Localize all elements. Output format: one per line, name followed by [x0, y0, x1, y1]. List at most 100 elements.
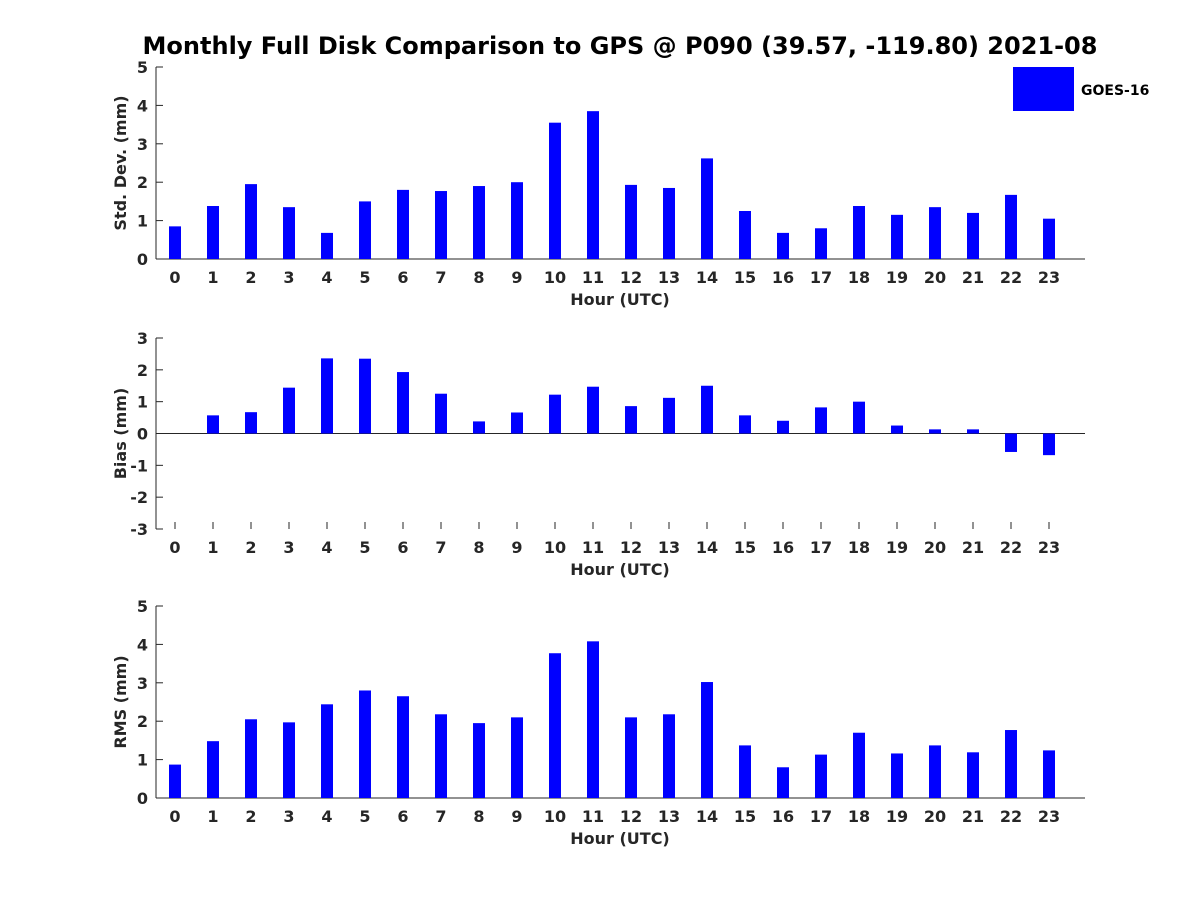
x-axis-label: Hour (UTC)	[570, 829, 670, 848]
bar-hour-21	[967, 429, 979, 434]
x-tick-label: 13	[658, 538, 680, 557]
bar-hour-3	[283, 207, 295, 259]
x-tick-label: 2	[245, 807, 256, 826]
x-tick-label: 23	[1038, 538, 1060, 557]
bar-hour-13	[663, 714, 675, 798]
x-tick-label: 5	[359, 807, 370, 826]
x-tick-label: 2	[245, 268, 256, 287]
bar-hour-6	[397, 189, 409, 259]
x-axis-label: Hour (UTC)	[570, 290, 670, 309]
y-tick-label: 1	[137, 393, 148, 412]
bar-hour-8	[473, 421, 485, 434]
bar-hour-1	[207, 415, 219, 434]
bar-hour-11	[587, 386, 599, 434]
y-tick-label: 0	[137, 250, 148, 269]
bar-hour-18	[853, 206, 865, 259]
y-tick-label: 2	[137, 712, 148, 731]
x-tick-label: 12	[620, 268, 642, 287]
bar-hour-20	[929, 745, 941, 798]
bar-hour-8	[473, 186, 485, 259]
bar-hour-0	[169, 764, 181, 798]
y-tick-label: 2	[137, 173, 148, 192]
x-tick-label: 9	[511, 807, 522, 826]
y-axis-label: RMS (mm)	[111, 655, 130, 748]
x-tick-label: 5	[359, 268, 370, 287]
bar-hour-21	[967, 212, 979, 259]
bar-hour-19	[891, 753, 903, 798]
bar-hour-2	[245, 719, 257, 798]
bar-hour-2	[245, 412, 257, 434]
bar-hour-16	[777, 232, 789, 259]
y-tick-label: 4	[137, 635, 148, 654]
x-tick-label: 10	[544, 268, 566, 287]
x-tick-label: 1	[207, 807, 218, 826]
chart-title: Monthly Full Disk Comparison to GPS @ P0…	[143, 32, 1098, 60]
bar-hour-11	[587, 641, 599, 798]
x-tick-label: 3	[283, 268, 294, 287]
bar-hour-18	[853, 732, 865, 798]
bar-hour-12	[625, 717, 637, 798]
x-tick-label: 10	[544, 538, 566, 557]
y-axis-label: Std. Dev. (mm)	[111, 95, 130, 230]
y-tick-label: 2	[137, 361, 148, 380]
x-tick-label: 4	[321, 538, 332, 557]
bar-hour-1	[207, 741, 219, 798]
x-tick-label: 20	[924, 268, 946, 287]
bar-hour-15	[739, 745, 751, 798]
y-axis-label: Bias (mm)	[111, 388, 130, 480]
bar-hour-9	[511, 182, 523, 259]
bar-hour-12	[625, 406, 637, 434]
x-tick-label: 2	[245, 538, 256, 557]
bar-hour-19	[891, 214, 903, 259]
x-tick-label: 14	[696, 807, 718, 826]
bar-hour-23	[1043, 218, 1055, 259]
x-tick-label: 6	[397, 268, 408, 287]
x-tick-label: 8	[473, 268, 484, 287]
x-tick-label: 16	[772, 807, 794, 826]
x-tick-label: 8	[473, 538, 484, 557]
x-tick-label: 11	[582, 268, 604, 287]
y-tick-label: 0	[137, 425, 148, 444]
bar-hour-7	[435, 714, 447, 798]
x-tick-label: 16	[772, 538, 794, 557]
bar-hour-14	[701, 158, 713, 259]
bar-hour-1	[207, 206, 219, 259]
bar-hour-16	[777, 767, 789, 798]
bar-hour-17	[815, 228, 827, 259]
legend-swatch	[1013, 67, 1074, 111]
x-tick-label: 11	[582, 538, 604, 557]
bar-hour-13	[663, 397, 675, 434]
x-tick-label: 6	[397, 807, 408, 826]
x-tick-label: 6	[397, 538, 408, 557]
x-tick-label: 3	[283, 538, 294, 557]
bar-hour-3	[283, 722, 295, 798]
bar-hour-17	[815, 407, 827, 434]
bar-hour-11	[587, 111, 599, 259]
bar-hour-23	[1043, 750, 1055, 798]
bar-hour-10	[549, 394, 561, 434]
x-tick-label: 4	[321, 268, 332, 287]
bar-hour-8	[473, 723, 485, 798]
x-tick-label: 7	[435, 268, 446, 287]
y-tick-label: 0	[137, 789, 148, 808]
x-tick-label: 0	[169, 807, 180, 826]
x-tick-label: 10	[544, 807, 566, 826]
x-tick-label: 0	[169, 268, 180, 287]
x-tick-label: 3	[283, 807, 294, 826]
y-tick-label: 5	[137, 58, 148, 77]
x-tick-label: 18	[848, 538, 870, 557]
bar-hour-7	[435, 393, 447, 434]
bar-hour-4	[321, 358, 333, 434]
y-tick-label: 5	[137, 597, 148, 616]
x-tick-label: 14	[696, 268, 718, 287]
bar-hour-20	[929, 429, 941, 434]
x-tick-label: 16	[772, 268, 794, 287]
y-tick-label: 3	[137, 674, 148, 693]
bar-hour-14	[701, 385, 713, 434]
x-tick-label: 18	[848, 807, 870, 826]
x-tick-label: 1	[207, 538, 218, 557]
x-tick-label: 23	[1038, 807, 1060, 826]
